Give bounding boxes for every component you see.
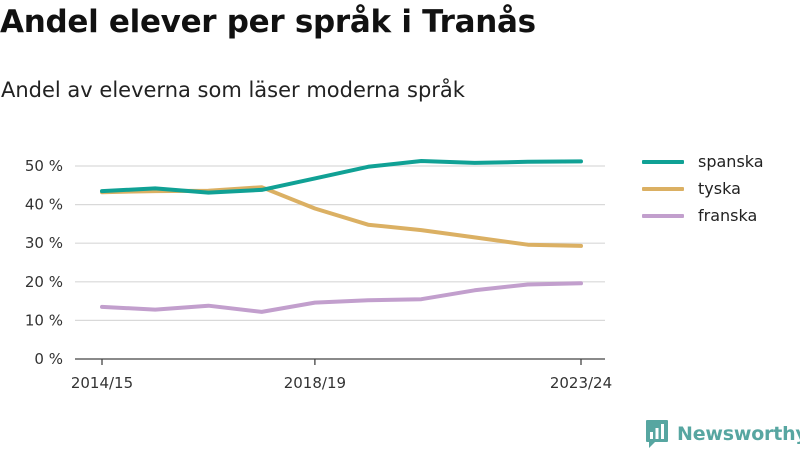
y-tick-label: 10 % bbox=[25, 311, 63, 329]
series-lines bbox=[100, 159, 583, 314]
y-tick-label: 50 % bbox=[25, 157, 63, 175]
chart-title: Andel elever per språk i Tranås bbox=[0, 4, 536, 40]
x-tick-label: 2014/15 bbox=[71, 374, 133, 392]
newsworthy-logo: Newsworthy bbox=[645, 419, 800, 449]
x-tick-label: 2018/19 bbox=[284, 374, 346, 392]
legend-label: spanska bbox=[698, 152, 764, 171]
series-line-franska bbox=[100, 281, 583, 314]
y-tick-label: 0 % bbox=[34, 350, 63, 368]
y-tick-label: 20 % bbox=[25, 273, 63, 291]
series-line-tyska bbox=[100, 185, 583, 248]
legend-label: tyska bbox=[698, 179, 741, 198]
legend: spanska tyska franska bbox=[642, 148, 764, 229]
legend-item-franska: franska bbox=[642, 202, 764, 229]
y-tick-label: 30 % bbox=[25, 234, 63, 252]
legend-item-spanska: spanska bbox=[642, 148, 764, 175]
legend-item-tyska: tyska bbox=[642, 175, 764, 202]
y-axis: 0 % 10 % 20 % 30 % 40 % 50 % bbox=[25, 157, 63, 368]
y-tick-label: 40 % bbox=[25, 196, 63, 214]
series-line-spanska bbox=[100, 159, 583, 195]
newsworthy-logo-icon bbox=[646, 420, 668, 448]
x-tick-label: 2023/24 bbox=[550, 374, 612, 392]
legend-label: franska bbox=[698, 206, 758, 225]
legend-swatch bbox=[642, 186, 684, 191]
legend-swatch bbox=[642, 213, 684, 218]
brand-name: Newsworthy bbox=[677, 423, 800, 445]
legend-swatch bbox=[642, 159, 684, 164]
x-axis: 2014/15 2018/19 2023/24 bbox=[71, 358, 612, 392]
chart-subtitle: Andel av eleverna som läser moderna språ… bbox=[1, 78, 465, 102]
